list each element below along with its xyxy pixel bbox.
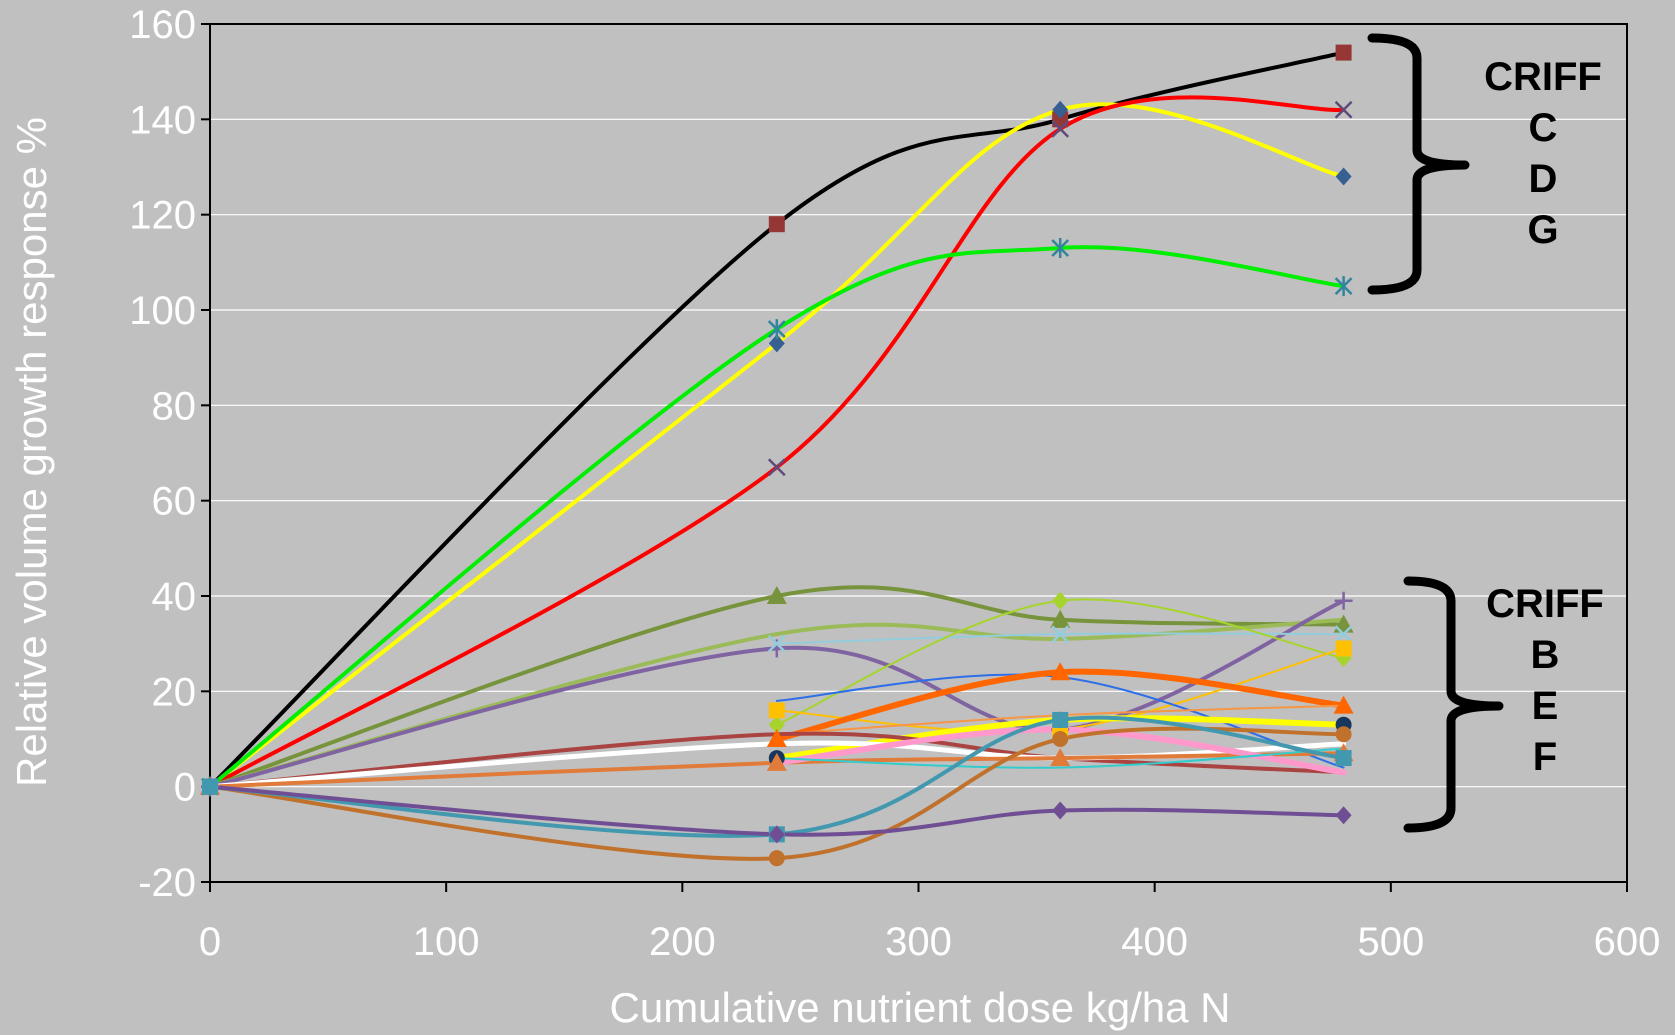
data-point [1051, 119, 1070, 138]
data-point [1052, 801, 1069, 820]
series-line [208, 245, 1346, 789]
data-point [1334, 276, 1353, 297]
upper-group-label-line: C [1529, 106, 1558, 150]
series-line [208, 50, 1346, 789]
data-point [1052, 591, 1069, 610]
y-tick-label: 0 [174, 766, 196, 810]
upper-group-label-line: D [1529, 157, 1558, 201]
series-layer [207, 50, 1347, 861]
data-point [1335, 726, 1352, 743]
lower-group-label-line: E [1532, 684, 1559, 728]
data-point [1050, 609, 1071, 628]
data-point [1334, 591, 1353, 610]
x-tick-label: 0 [199, 920, 221, 964]
data-point [1050, 748, 1071, 767]
upper-group-brace [1367, 33, 1470, 295]
lower-group-label-line: F [1533, 735, 1557, 779]
x-tick-label: 300 [885, 920, 952, 964]
markers-layer [200, 44, 1354, 867]
data-point [1052, 731, 1069, 747]
lower-group-label-line: CRIFF [1486, 582, 1604, 626]
series-line [208, 715, 1346, 838]
data-point [1334, 625, 1353, 644]
x-tick-label: 100 [413, 920, 480, 964]
data-point [1335, 44, 1352, 61]
x-tick-label: 200 [649, 920, 716, 964]
data-point [768, 702, 785, 719]
data-point [768, 825, 785, 844]
x-tick-label: 500 [1357, 920, 1424, 964]
data-point [767, 319, 786, 340]
lower-group-label: CRIFF B E F [1486, 582, 1604, 779]
upper-group-label-line: G [1527, 208, 1558, 252]
data-point [767, 634, 786, 653]
y-tick-label: 20 [152, 670, 197, 714]
data-point [1051, 625, 1070, 644]
y-tick-label: 40 [152, 575, 197, 619]
upper-group-label: CRIFF C D G [1484, 55, 1602, 252]
data-point [1334, 100, 1353, 119]
series-line [775, 747, 1345, 769]
data-point [1050, 662, 1071, 681]
data-point [1052, 100, 1069, 119]
data-point [768, 715, 785, 734]
data-point [1333, 695, 1354, 714]
y-tick-label: 100 [129, 289, 196, 333]
data-point [767, 458, 786, 477]
y-axis-title: Relative volume growth response % [8, 117, 55, 787]
data-point [1335, 640, 1352, 657]
data-point [1335, 167, 1352, 186]
series-line [208, 751, 1346, 789]
y-tick-label: 160 [129, 3, 196, 47]
series-line [208, 95, 1346, 789]
data-point [768, 334, 785, 353]
data-point [1335, 806, 1352, 825]
data-point [768, 850, 785, 867]
y-tick-label: 80 [152, 384, 197, 428]
data-point [766, 729, 787, 747]
x-tick-label: 400 [1121, 920, 1188, 964]
y-tick-label: 120 [129, 194, 196, 238]
data-point [1335, 750, 1352, 767]
y-tick-label: -20 [138, 861, 196, 905]
y-axis: -20 0 20 40 60 80 100 120 140 160 [129, 3, 210, 905]
series-line [208, 784, 1346, 837]
lower-group-label-line: B [1531, 633, 1560, 677]
data-point [766, 586, 787, 604]
y-tick-label: 60 [152, 480, 197, 524]
data-point [768, 216, 785, 233]
series-line [208, 585, 1346, 789]
data-point [766, 752, 787, 771]
x-axis: 0 100 200 300 400 500 600 [199, 882, 1661, 964]
series-line [208, 731, 1346, 789]
x-tick-label: 600 [1594, 920, 1661, 964]
data-point [1052, 711, 1069, 728]
data-point [202, 778, 218, 795]
upper-group-label-line: CRIFF [1484, 55, 1602, 99]
gridlines [210, 118, 1627, 788]
x-axis-title: Cumulative nutrient dose kg/ha N [610, 984, 1231, 1031]
series-line [208, 102, 1346, 789]
y-tick-label: 140 [129, 98, 196, 142]
lower-group-brace [1403, 576, 1504, 833]
data-point [1051, 238, 1070, 259]
